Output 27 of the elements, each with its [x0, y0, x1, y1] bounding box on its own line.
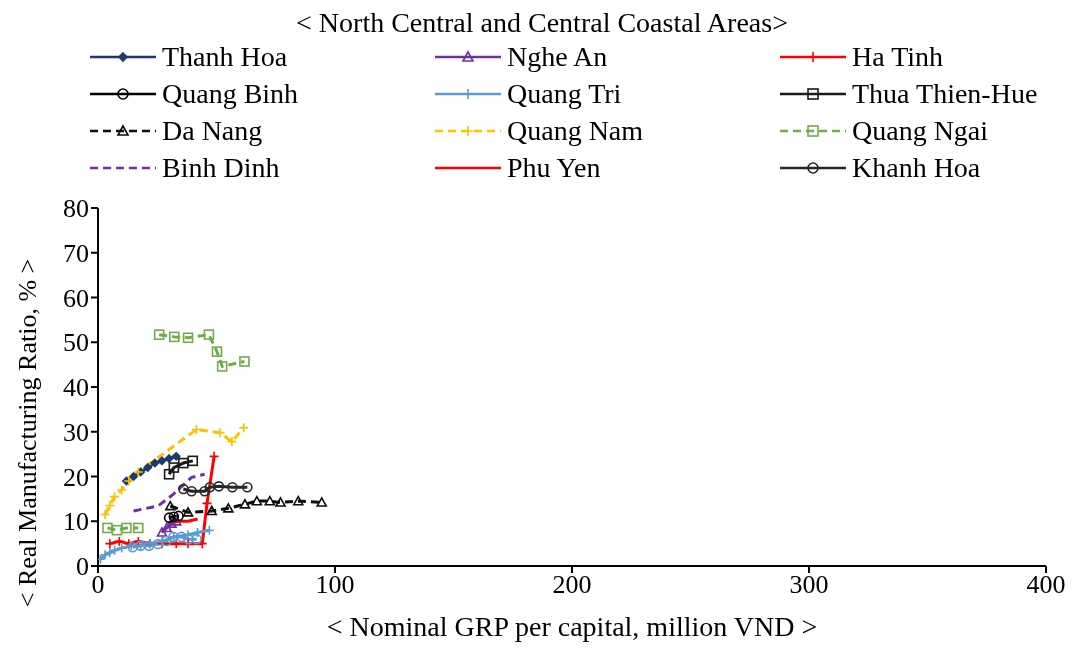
legend-label: Ha Tinh: [852, 40, 944, 73]
legend-label: Nghe An: [507, 40, 608, 73]
x-tick-label: 100: [315, 570, 355, 600]
y-tick-label: 10: [63, 507, 89, 537]
legend-label: Khanh Hoa: [852, 151, 981, 184]
y-axis-title: < Real Manufacturing Ratio, % >: [13, 258, 42, 608]
y-tick-label: 30: [63, 417, 89, 447]
chart-title: < North Central and Central Coastal Areas>: [295, 7, 789, 38]
x-tick-label: 300: [789, 570, 829, 600]
legend-label: Binh Dinh: [162, 151, 280, 184]
x-tick-label: 200: [552, 570, 592, 600]
x-axis-title: < Nominal GRP per capital, million VND >: [326, 611, 818, 642]
legend-label: Da Nang: [162, 114, 263, 147]
x-tick-label: 400: [1026, 570, 1066, 600]
legend-label: Quang Tri: [507, 77, 622, 110]
legend-label: Thanh Hoa: [162, 40, 288, 73]
legend-label: Thua Thien-Hue: [852, 77, 1038, 110]
y-tick-label: 60: [63, 283, 89, 313]
y-tick-label: 70: [63, 238, 89, 268]
legend-label: Phu Yen: [507, 151, 601, 184]
legend-label: Quang Ngai: [852, 114, 989, 147]
y-tick-label: 40: [63, 373, 89, 403]
legend-label: Quang Binh: [162, 77, 299, 110]
y-tick-label: 20: [63, 462, 89, 492]
legend-label: Quang Nam: [507, 114, 644, 147]
y-tick-label: 50: [63, 328, 89, 358]
y-tick-label: 80: [63, 194, 89, 224]
